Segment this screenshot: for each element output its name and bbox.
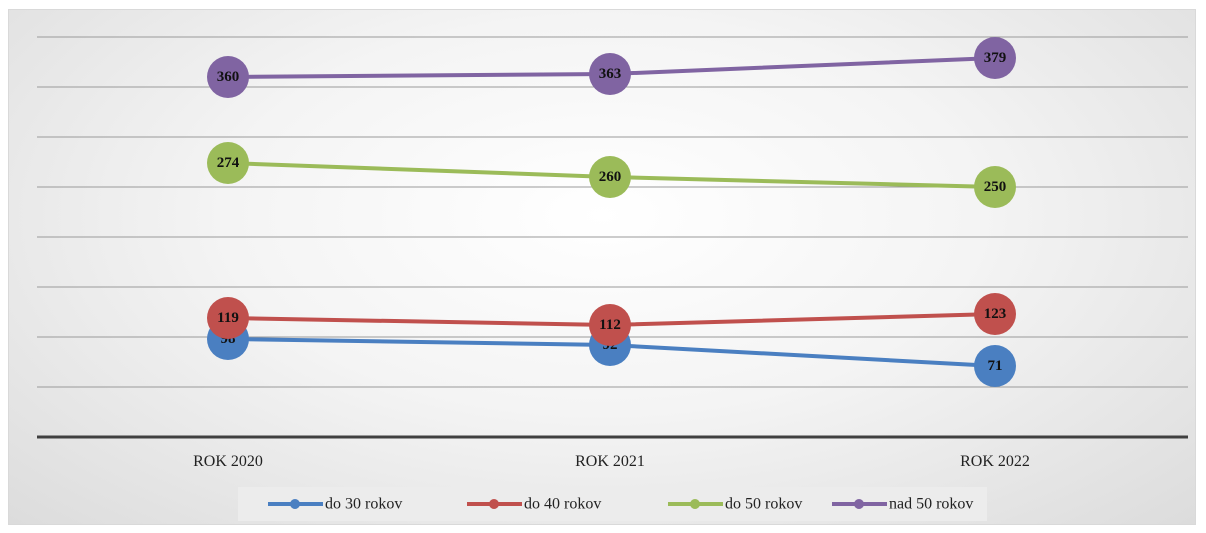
data-point (207, 56, 249, 98)
data-point (589, 53, 631, 95)
data-label: 112 (599, 317, 621, 333)
data-label: 250 (984, 179, 1007, 195)
x-tick-label: ROK 2021 (575, 453, 645, 470)
data-point (974, 293, 1016, 335)
data-point (589, 156, 631, 198)
legend-marker (489, 499, 499, 509)
data-point (974, 37, 1016, 79)
data-point (974, 345, 1016, 387)
x-tick-label: ROK 2020 (193, 453, 263, 470)
data-label: 274 (217, 155, 240, 171)
data-label: 71 (988, 358, 1003, 374)
data-label: 363 (599, 66, 622, 82)
data-point (207, 297, 249, 339)
data-label: 260 (599, 169, 622, 185)
legend-marker (854, 499, 864, 509)
data-point (589, 304, 631, 346)
legend-marker (690, 499, 700, 509)
legend-label: nad 50 rokov (889, 496, 973, 513)
data-label: 360 (217, 69, 240, 85)
legend-label: do 30 rokov (325, 496, 402, 513)
data-label: 379 (984, 50, 1007, 66)
legend-label: do 40 rokov (524, 496, 601, 513)
data-label: 119 (217, 310, 239, 326)
data-point (974, 166, 1016, 208)
legend-label: do 50 rokov (725, 496, 802, 513)
x-tick-label: ROK 2022 (960, 453, 1030, 470)
data-label: 123 (984, 306, 1007, 322)
chart-frame (8, 9, 1196, 525)
data-point (207, 142, 249, 184)
legend-marker (290, 499, 300, 509)
